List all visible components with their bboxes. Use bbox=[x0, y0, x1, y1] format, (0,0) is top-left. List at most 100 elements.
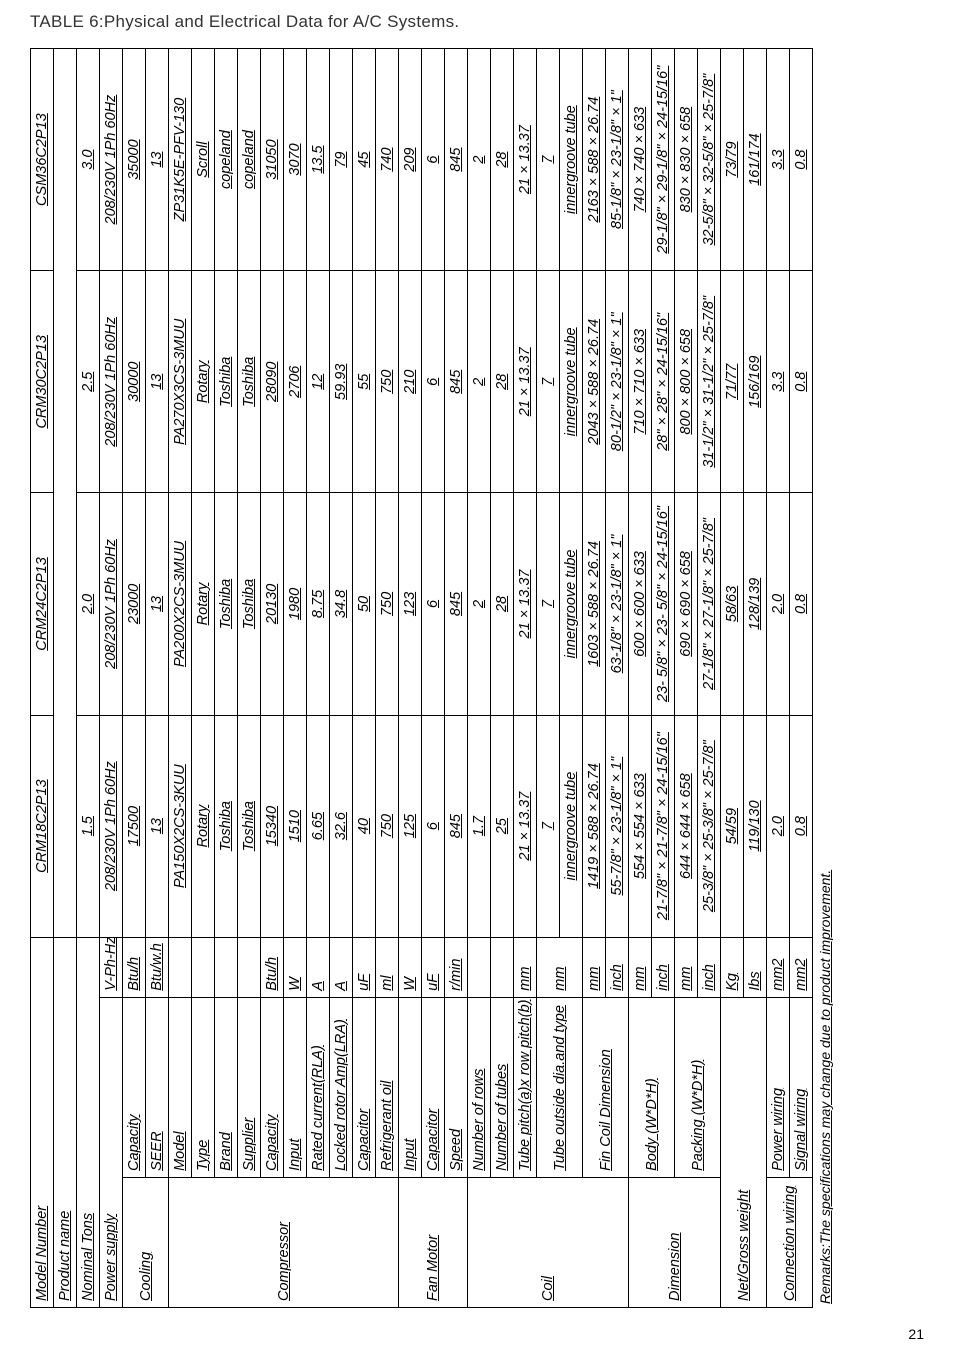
cell: 690 × 690 × 658 bbox=[675, 493, 698, 715]
cell: Tube pitch(a)x row pitch(b) bbox=[514, 997, 537, 1177]
cell: 25-3/8" × 25-3/8" × 25-7/8" bbox=[698, 715, 721, 937]
val-0: Toshiba bbox=[215, 715, 238, 937]
val-3: 3070 bbox=[284, 49, 307, 271]
val-2: 210 bbox=[399, 271, 422, 493]
power-2: 208/230V 1Ph 60Hz bbox=[100, 271, 123, 493]
cell: Number of rows bbox=[468, 997, 491, 1177]
footnote: Remarks:The specifications may change du… bbox=[813, 48, 833, 1308]
cell: 554 × 554 × 633 bbox=[629, 715, 652, 937]
val-1: 845 bbox=[445, 493, 468, 715]
cell: 21 × 13.37 bbox=[514, 715, 537, 937]
val-1: 2.0 bbox=[767, 493, 790, 715]
val-2: Toshiba bbox=[238, 271, 261, 493]
coil-label: Coil bbox=[468, 1177, 629, 1307]
cell: 21 × 13.37 bbox=[514, 271, 537, 493]
table-container: Model NumberCRM18C2P13CRM24C2P13CRM30C2P… bbox=[30, 48, 924, 1308]
val-1: 50 bbox=[353, 493, 376, 715]
val-3: 3.3 bbox=[767, 49, 790, 271]
cell: 7 bbox=[537, 493, 560, 715]
cell: 28 bbox=[491, 493, 514, 715]
model-2: CRM30C2P13 bbox=[31, 271, 54, 493]
cell: Ibs bbox=[744, 937, 767, 997]
cell: 2163 × 588 × 26.74 bbox=[583, 49, 606, 271]
val-0: PA150X2CS-3KUU bbox=[169, 715, 192, 937]
val-0: 0.8 bbox=[790, 715, 813, 937]
model-3: CSM36C2P13 bbox=[31, 49, 54, 271]
cell: 21-7/8" × 21-7/8" × 24-15/16" bbox=[652, 715, 675, 937]
val-0: 845 bbox=[445, 715, 468, 937]
cell: mm bbox=[675, 937, 698, 997]
cell: 1603 × 588 × 26.74 bbox=[583, 493, 606, 715]
val-3: 6 bbox=[422, 49, 445, 271]
val-0: 750 bbox=[376, 715, 399, 937]
val-0: 2.0 bbox=[767, 715, 790, 937]
val-3: 740 bbox=[376, 49, 399, 271]
val-3: 0.8 bbox=[790, 49, 813, 271]
val-0: 6.65 bbox=[307, 715, 330, 937]
val-2: 12 bbox=[307, 271, 330, 493]
cell: 7 bbox=[537, 49, 560, 271]
cell: Net/Gross weight bbox=[721, 997, 767, 1307]
cell: 31-1/2" × 31-1/2" × 25-7/8" bbox=[698, 271, 721, 493]
cell: 28 bbox=[491, 271, 514, 493]
row-unit: Btu/w.h bbox=[146, 937, 169, 997]
row-label: Input bbox=[399, 997, 422, 1177]
model-1: CRM24C2P13 bbox=[31, 493, 54, 715]
row-unit: W bbox=[284, 937, 307, 997]
val-0: Toshiba bbox=[238, 715, 261, 937]
cell: 2 bbox=[468, 49, 491, 271]
val-3: 845 bbox=[445, 49, 468, 271]
cell: inch bbox=[698, 937, 721, 997]
cell: Number of tubes bbox=[491, 997, 514, 1177]
val-1: 23000 bbox=[123, 493, 146, 715]
cell: Kg bbox=[721, 937, 744, 997]
product-blank bbox=[54, 49, 77, 938]
cell: mm bbox=[537, 937, 583, 997]
row-unit: Btu/h bbox=[261, 937, 284, 997]
row-unit: mm2 bbox=[767, 937, 790, 997]
cell: 156/169 bbox=[744, 271, 767, 493]
val-1: 20130 bbox=[261, 493, 284, 715]
row-label: Speed bbox=[445, 997, 468, 1177]
cell: 85-1/8" × 23-1/8" × 1" bbox=[606, 49, 629, 271]
cell: mm bbox=[629, 937, 652, 997]
val-2: 28090 bbox=[261, 271, 284, 493]
val-2: 30000 bbox=[123, 271, 146, 493]
cell: 2043 × 588 × 26.74 bbox=[583, 271, 606, 493]
cell: 73/79 bbox=[721, 49, 744, 271]
cell: innergroove tube bbox=[560, 715, 583, 937]
cell: 7 bbox=[537, 271, 560, 493]
val-1: 1980 bbox=[284, 493, 307, 715]
val-3: 35000 bbox=[123, 49, 146, 271]
cell: 55-7/8" × 23-1/8" × 1" bbox=[606, 715, 629, 937]
power-1: 208/230V 1Ph 60Hz bbox=[100, 493, 123, 715]
cell: mm bbox=[583, 937, 606, 997]
cell: innergroove tube bbox=[560, 493, 583, 715]
row-unit: A bbox=[330, 937, 353, 997]
cell: 128/139 bbox=[744, 493, 767, 715]
row-label: Locked rotor Amp(LRA) bbox=[330, 997, 353, 1177]
val-2: 2706 bbox=[284, 271, 307, 493]
val-0: 13 bbox=[146, 715, 169, 937]
cell: 1419 × 588 × 26.74 bbox=[583, 715, 606, 937]
val-3: 31050 bbox=[261, 49, 284, 271]
val-2: PA270X3CS-3MUU bbox=[169, 271, 192, 493]
row-unit: ml bbox=[376, 937, 399, 997]
cell: 32-5/8" × 32-5/8" × 25-7/8" bbox=[698, 49, 721, 271]
cell: 1.7 bbox=[468, 715, 491, 937]
cell: 2 bbox=[468, 493, 491, 715]
val-3: 13 bbox=[146, 49, 169, 271]
row-unit: A bbox=[307, 937, 330, 997]
row-unit: uF bbox=[353, 937, 376, 997]
row-label: Capacitor bbox=[353, 997, 376, 1177]
row-label: Capacity bbox=[123, 997, 146, 1177]
val-3: copeland bbox=[238, 49, 261, 271]
val-1: 0.8 bbox=[790, 493, 813, 715]
cell: 23- 5/8" × 23- 5/8" × 24-15/16" bbox=[652, 493, 675, 715]
row-unit bbox=[238, 937, 261, 997]
cell: Packing (W*D*H) bbox=[675, 997, 721, 1177]
hdr-power: Power supply bbox=[100, 997, 123, 1307]
val-1: 34.8 bbox=[330, 493, 353, 715]
cell: Tube outside dia.and type bbox=[537, 997, 583, 1177]
val-0: 15340 bbox=[261, 715, 284, 937]
